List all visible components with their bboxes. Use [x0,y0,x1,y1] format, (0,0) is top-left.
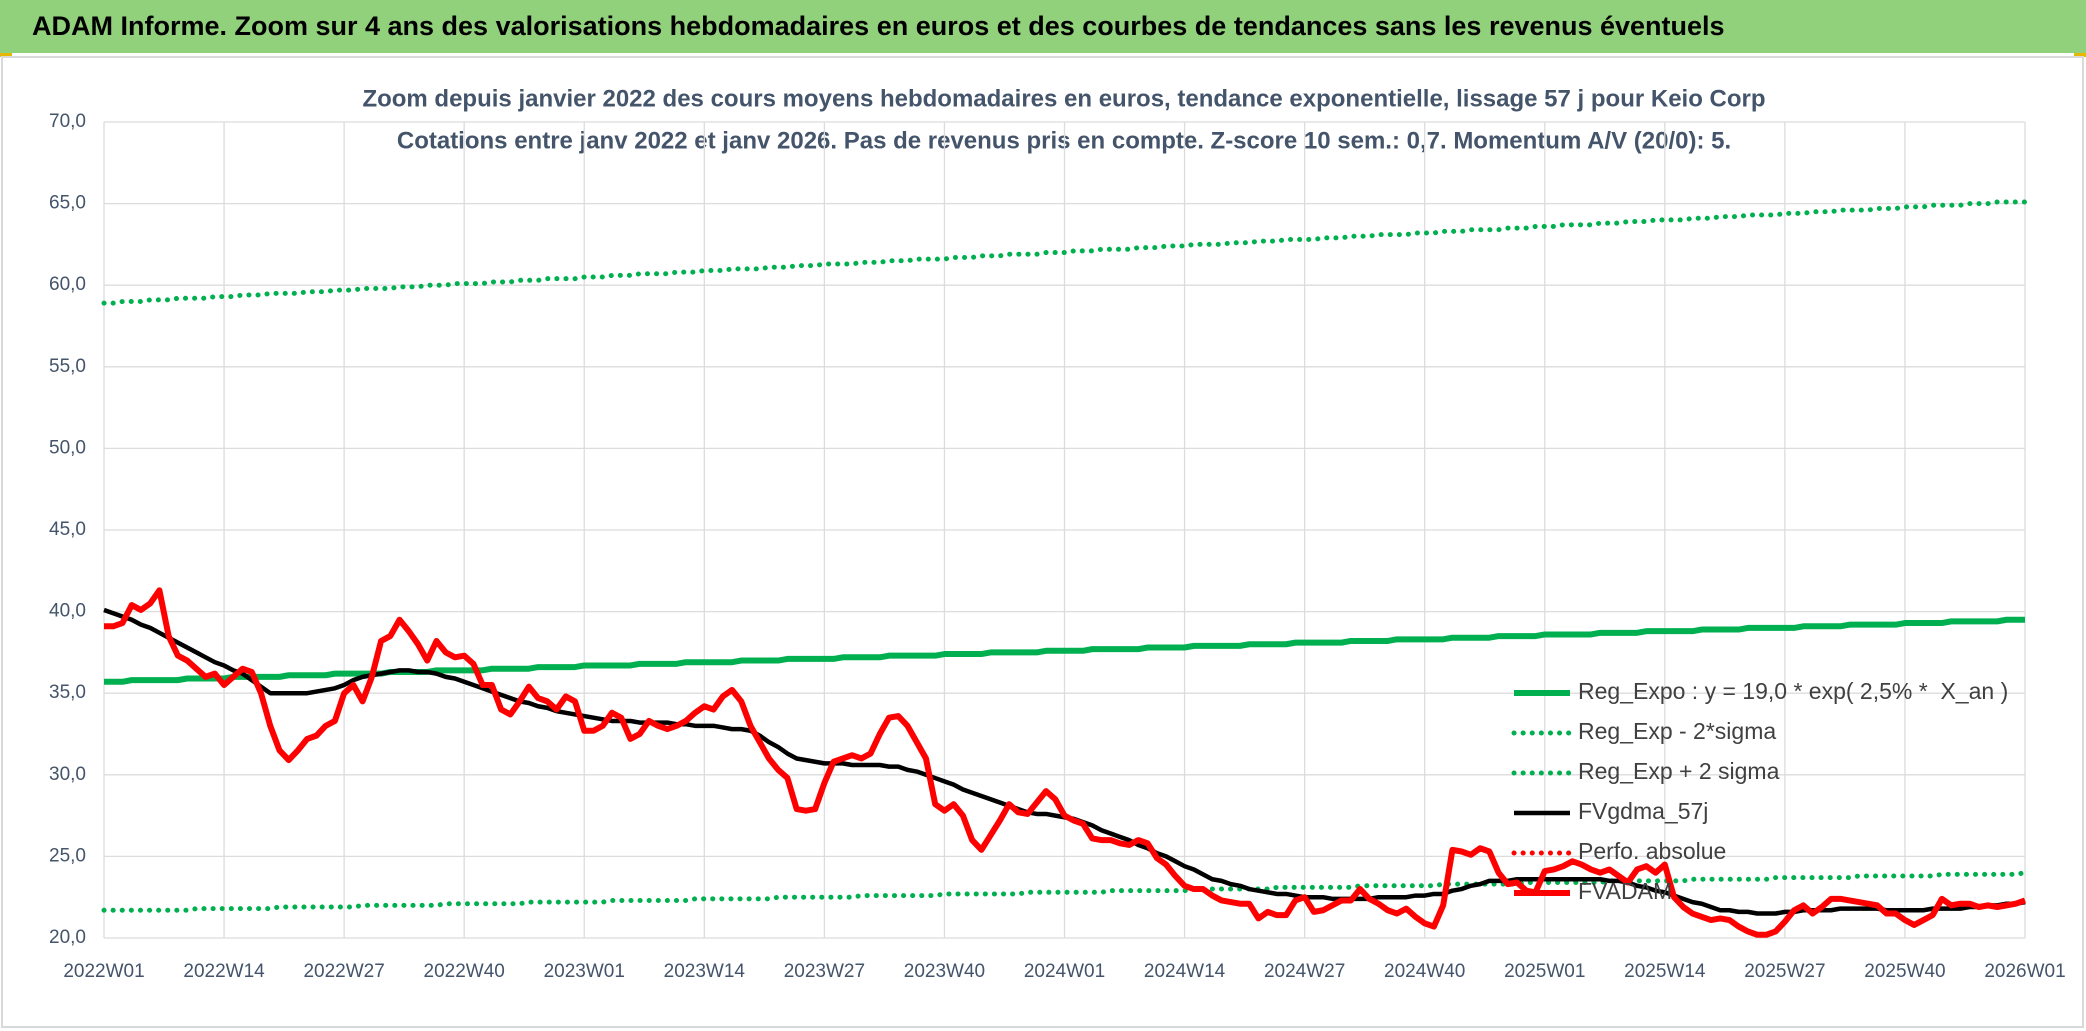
banner-background [0,0,2086,53]
chart-frame [1,56,2084,1028]
x-tick-label: 2025W40 [1864,961,1945,982]
chart-title: Zoom depuis janvier 2022 des cours moyen… [362,85,1765,112]
y-tick-label: 35,0 [49,682,86,703]
x-tick-label: 2024W01 [1024,961,1105,982]
legend-label: Reg_Expo : y = 19,0 * exp( 2,5% * X_an ) [1578,678,2008,704]
legend-label: FVADAM [1578,878,1672,904]
banner-title: ADAM Informe. Zoom sur 4 ans des valoris… [32,11,1725,41]
legend-label: Perfo. absolue [1578,838,1726,864]
x-tick-label: 2023W27 [784,961,865,982]
series-line [101,199,2028,306]
y-tick-label: 55,0 [49,356,86,377]
x-tick-label: 2025W01 [1504,961,1585,982]
x-tick-label: 2023W40 [904,961,985,982]
y-tick-label: 30,0 [49,764,86,785]
x-tick-label: 2023W01 [544,961,625,982]
legend-label: Reg_Exp + 2 sigma [1578,758,1780,784]
x-tick-label: 2026W01 [1984,961,2065,982]
legend-label: FVgdma_57j [1578,798,1708,824]
corner-mark [0,53,12,57]
x-tick-label: 2024W14 [1144,961,1226,982]
x-tick-label: 2024W27 [1264,961,1345,982]
y-tick-label: 40,0 [49,601,86,622]
x-tick-label: 2022W14 [183,961,265,982]
x-tick-label: 2025W27 [1744,961,1825,982]
series-line [101,870,2028,913]
series-line [104,587,2027,938]
x-tick-label: 2022W40 [424,961,505,982]
legend-label: Reg_Exp - 2*sigma [1578,718,1776,744]
y-tick-label: 25,0 [49,845,86,866]
x-tick-label: 2025W14 [1624,961,1706,982]
y-tick-label: 65,0 [49,193,86,214]
x-tick-label: 2024W40 [1384,961,1465,982]
y-tick-label: 70,0 [49,111,86,132]
x-tick-label: 2023W14 [664,961,746,982]
corner-mark [2074,53,2086,57]
x-tick-label: 2022W27 [303,961,384,982]
y-tick-label: 45,0 [49,519,86,540]
x-tick-label: 2022W01 [63,961,144,982]
y-tick-label: 60,0 [49,274,86,295]
y-tick-label: 20,0 [49,927,86,948]
y-tick-label: 50,0 [49,437,86,458]
